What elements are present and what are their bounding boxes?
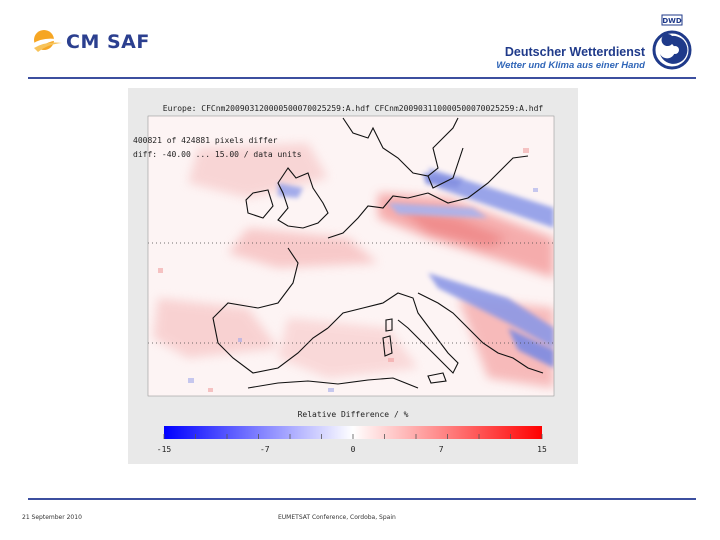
diff-range: diff: -40.00 ... 15.00 / data units (133, 150, 302, 159)
footer-divider (28, 498, 696, 500)
colorbar-tick-label: -15 (156, 445, 172, 454)
difference-map (147, 115, 555, 439)
map-frame (147, 115, 555, 397)
footer-conference: EUMETSAT Conference, Cordoba, Spain (278, 514, 396, 521)
map-title: Europe: CFCnm200903120000500070025259:A.… (162, 104, 544, 113)
colorbar-tick-label: 7 (438, 445, 444, 454)
colorbar-tick-label: 0 (350, 445, 356, 454)
sun-swoosh-icon (32, 30, 62, 52)
dwd-emblem-icon: DWD (652, 14, 692, 70)
difference-field (153, 143, 554, 392)
dwd-slogan: Wetter und Klima aus einer Hand (496, 60, 645, 71)
header-divider (28, 77, 696, 79)
colorbar-title: Relative Difference / % (297, 410, 409, 419)
footer-date: 21 September 2010 (22, 514, 82, 521)
colorbar-tick-label: 15 (537, 445, 547, 454)
dwd-emblem-text: DWD (662, 17, 682, 25)
cmsaf-logo: CM SAF (30, 28, 160, 56)
difference-map-panel: Europe: CFCnm200903120000500070025259:A.… (128, 88, 578, 464)
pixel-diff-count: 400821 of 424881 pixels differ (133, 136, 278, 145)
colorbar-tick-label: -7 (259, 445, 270, 454)
cmsaf-logo-text: CM SAF (66, 31, 150, 53)
coastlines (212, 117, 544, 389)
dwd-name: Deutscher Wetterdienst (504, 45, 645, 59)
dwd-logo: Deutscher Wetterdienst Wetter und Klima … (496, 14, 695, 76)
colorbar-tickmarks (163, 434, 543, 439)
